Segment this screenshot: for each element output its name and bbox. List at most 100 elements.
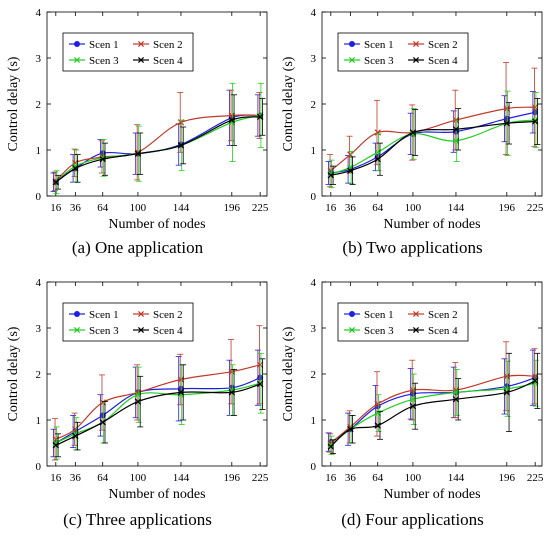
data-point	[374, 422, 381, 429]
data-point	[452, 396, 460, 403]
x-axis-title: Number of nodes	[108, 217, 205, 232]
legend-label: Scen 4	[153, 325, 183, 337]
y-tick-label: 0	[36, 191, 42, 203]
y-tick-label: 2	[311, 99, 317, 111]
data-point	[99, 155, 106, 163]
y-tick-label: 1	[36, 145, 42, 157]
data-point	[177, 119, 185, 126]
data-point	[347, 425, 354, 433]
y-tick-label: 2	[36, 99, 42, 111]
data-point	[503, 389, 511, 396]
data-point	[134, 150, 142, 157]
legend-label: Scen 1	[89, 39, 119, 51]
legend-marker	[349, 311, 355, 317]
x-axis-title: Number of nodes	[383, 217, 480, 232]
y-tick-label: 3	[311, 53, 317, 65]
series-scen-4	[327, 98, 541, 185]
legend-marker	[137, 56, 145, 64]
data-point	[177, 389, 185, 396]
series-scen-3	[327, 359, 539, 455]
x-tick-label: 225	[527, 472, 544, 484]
data-point	[72, 432, 79, 440]
data-point	[409, 402, 417, 410]
x-axis-title: Number of nodes	[383, 487, 480, 502]
data-point	[177, 142, 185, 149]
chart-caption: (d) Four applications	[341, 510, 484, 529]
x-tick-label: 16	[50, 202, 62, 214]
legend-label: Scen 4	[153, 55, 183, 67]
legend-label: Scen 3	[89, 55, 119, 67]
legend: Scen 1 Scen 2 Scen 3 Scen 4	[337, 32, 469, 72]
data-point	[503, 115, 510, 122]
legend-marker	[137, 310, 145, 318]
series-scen-3	[52, 82, 264, 195]
chart-panel-d: 0 1 2 3 4 16 36 64 100 144 196 225 Number of nodes Co…	[275, 270, 550, 540]
x-tick-label: 100	[130, 472, 147, 484]
data-point	[52, 178, 60, 186]
y-axis-title: Control delay (s)	[281, 56, 296, 151]
legend-label: Scen 2	[153, 39, 183, 51]
legend-label: Scen 2	[428, 309, 458, 321]
legend-marker	[74, 311, 80, 317]
legend: Scen 1 Scen 2 Scen 3 Scen 4	[62, 302, 194, 342]
y-tick-label: 4	[311, 277, 317, 289]
y-tick-label: 2	[36, 369, 42, 381]
x-tick-label: 100	[130, 202, 147, 214]
y-tick-label: 0	[311, 191, 317, 203]
x-tick-label: 225	[252, 472, 269, 484]
x-tick-label: 196	[499, 202, 516, 214]
legend-marker	[412, 56, 420, 64]
x-tick-label: 64	[97, 472, 109, 484]
x-tick-label: 36	[345, 472, 357, 484]
series-scen-2	[327, 341, 539, 453]
data-point	[99, 419, 106, 426]
y-axis-title: Control delay (s)	[6, 326, 21, 421]
chart-caption: (a) One application	[71, 238, 204, 257]
legend-label: Scen 3	[364, 55, 394, 67]
legend-label: Scen 2	[428, 39, 458, 51]
chart-panel-c: 0 1 2 3 4 16 36 64 100 144 196 225 Number of nodes Co…	[0, 270, 275, 540]
legend-label: Scen 3	[89, 325, 119, 337]
legend-label: Scen 1	[364, 309, 394, 321]
series-scen-2	[52, 89, 264, 191]
legend-label: Scen 1	[89, 309, 119, 321]
legend: Scen 1 Scen 2 Scen 3 Scen 4	[337, 302, 469, 342]
legend-marker	[412, 40, 420, 48]
chart-svg-c: 0 1 2 3 4 16 36 64 100 144 196 225 Number of nodes Co…	[6, 277, 269, 502]
legend-marker	[412, 310, 420, 318]
x-tick-label: 16	[325, 202, 337, 214]
data-point	[327, 172, 335, 179]
data-point	[347, 151, 354, 158]
x-tick-label: 100	[405, 202, 422, 214]
data-point	[531, 377, 539, 385]
legend-box	[337, 302, 469, 342]
y-tick-label: 3	[36, 53, 42, 65]
x-tick-label: 144	[448, 202, 465, 214]
x-tick-label: 64	[372, 202, 384, 214]
data-point	[374, 129, 381, 136]
x-tick-label: 144	[173, 202, 190, 214]
series-scen-4	[327, 352, 541, 454]
chart-panel-a: 0 1 2 3 4 16 36 64 100 144 196 225 Number of nodes Co…	[0, 0, 275, 270]
x-tick-label: 144	[173, 472, 190, 484]
legend-marker	[412, 326, 420, 334]
legend-marker	[137, 326, 145, 334]
y-tick-label: 2	[311, 369, 317, 381]
x-tick-label: 36	[70, 472, 82, 484]
y-tick-label: 4	[36, 277, 42, 289]
y-tick-label: 0	[311, 461, 317, 473]
y-tick-label: 1	[36, 415, 42, 427]
y-tick-label: 1	[311, 145, 317, 157]
data-point	[134, 398, 142, 405]
legend-marker	[349, 41, 355, 47]
data-point	[409, 129, 417, 136]
y-axis-title: Control delay (s)	[6, 56, 21, 151]
x-tick-label: 16	[325, 472, 337, 484]
data-point	[327, 443, 335, 450]
data-point	[256, 113, 264, 121]
x-tick-label: 225	[252, 202, 269, 214]
data-point	[228, 389, 236, 396]
x-tick-label: 196	[224, 202, 241, 214]
data-point	[503, 120, 511, 127]
y-tick-label: 1	[311, 415, 317, 427]
